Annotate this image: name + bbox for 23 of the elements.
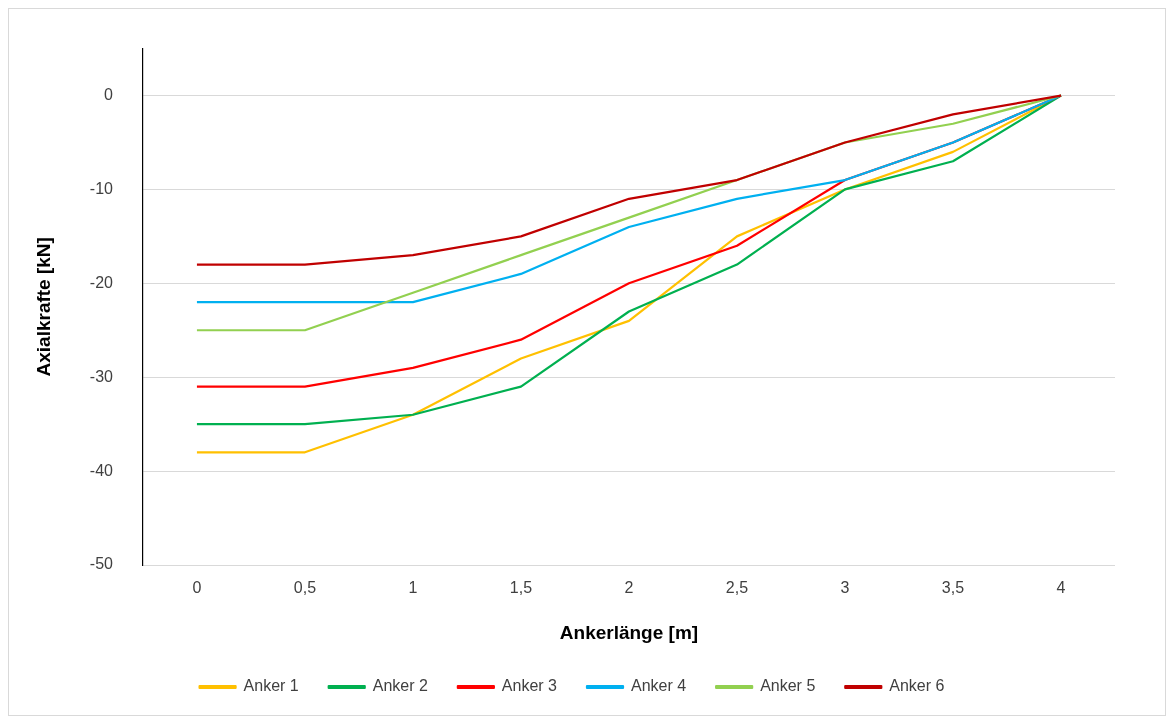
x-tick-label: 2,5 [725,579,749,597]
x-tick-label: 4 [1056,579,1066,597]
x-tick-label: 0,5 [293,579,317,597]
x-tick-label: 3 [840,579,850,597]
legend-label: Anker 2 [372,677,428,695]
y-tick-label: -50 [89,555,114,573]
y-tick-label: -40 [89,461,114,479]
y-axis-title: Axialkrafte [kN] [32,237,54,377]
x-axis-title: Ankerlänge [m] [559,621,699,643]
x-tick-label: 1,5 [509,579,533,597]
legend-label: Anker 1 [243,677,299,695]
x-tick-label: 0 [192,579,202,597]
y-tick-label: -30 [89,367,114,385]
legend-label: Anker 3 [501,677,558,695]
y-tick-label: 0 [104,85,114,103]
y-tick-label: -20 [89,273,114,291]
y-tick-label: -10 [89,179,114,197]
legend-label: Anker 5 [760,677,816,695]
x-tick-label: 3,5 [941,579,965,597]
x-tick-label: 1 [408,579,418,597]
legend-label: Anker 6 [889,677,945,695]
x-tick-label: 2 [624,579,634,597]
legend-label: Anker 4 [631,677,687,695]
